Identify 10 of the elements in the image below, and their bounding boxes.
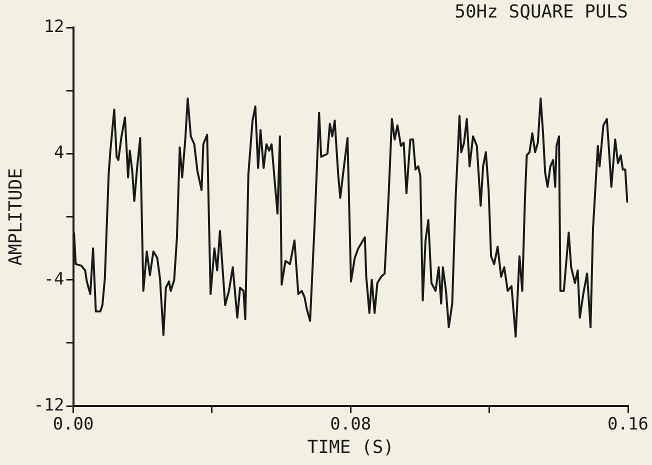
y-tick-label: 4 bbox=[54, 143, 64, 164]
x-tick-label: 0.08 bbox=[330, 414, 372, 435]
y-axis-title: AMPLITUDE bbox=[5, 168, 26, 266]
y-tick-label: -4 bbox=[44, 269, 64, 290]
y-tick-label: -12 bbox=[34, 395, 64, 416]
y-tick-label: 12 bbox=[44, 17, 64, 38]
x-tick-label: 0.16 bbox=[608, 414, 648, 435]
chart-title: 50Hz SQUARE PULS bbox=[454, 1, 628, 22]
x-tick-label: 0.00 bbox=[52, 414, 94, 435]
x-axis-title: TIME (S) bbox=[307, 436, 394, 458]
